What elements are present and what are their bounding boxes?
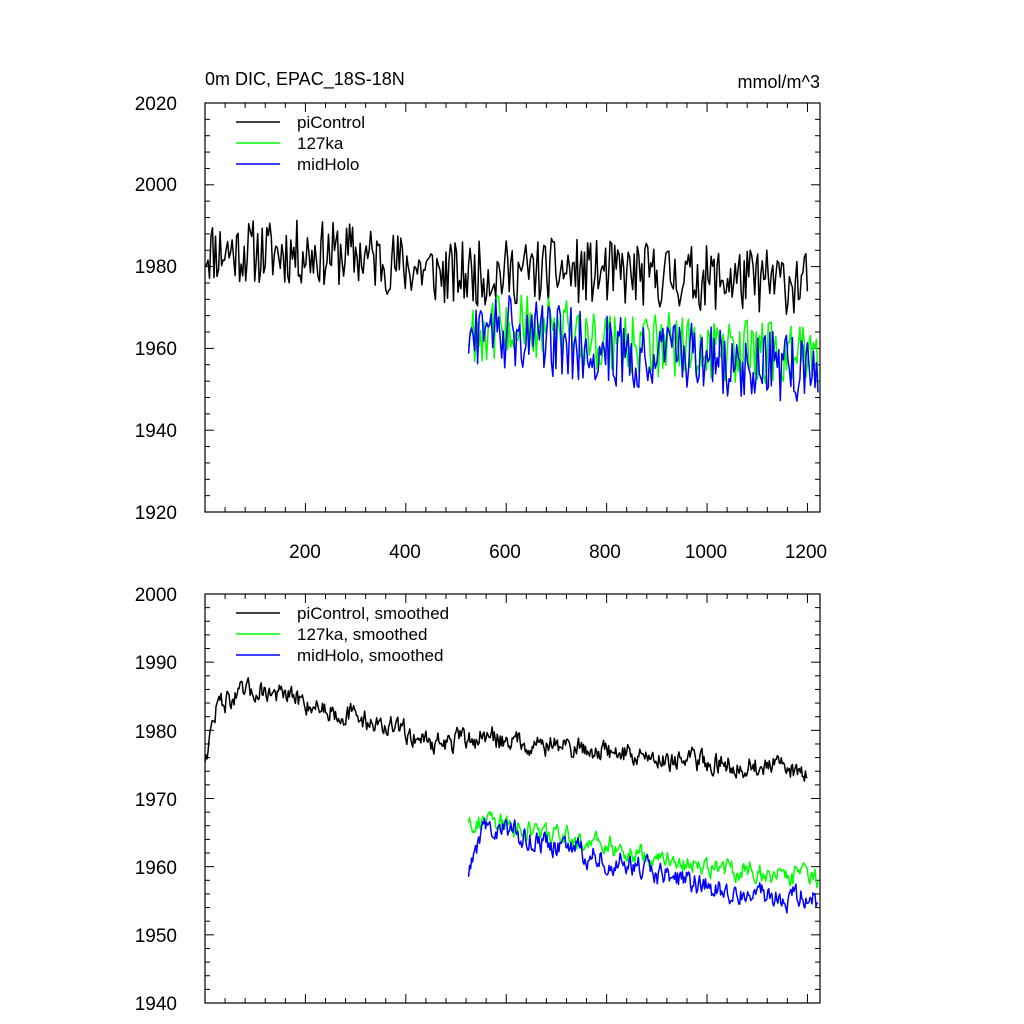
bottom-panel-ticks (205, 593, 820, 1004)
top-ytick-label: 2000 (135, 175, 177, 196)
legend-label-midholo-smoothed: midHolo, smoothed (297, 646, 443, 665)
top-ytick-label: 1920 (135, 503, 177, 524)
top-xtick-label: 400 (389, 542, 421, 563)
top-panel-frame (204, 102, 821, 513)
bottom-ytick-label: 2000 (135, 585, 177, 606)
legend-label-picontrol: piControl (297, 113, 365, 132)
top-panel: 0m DIC, EPAC_18S-18N mmol/m^3 1920 1940 … (135, 69, 827, 563)
top-legend: piControl 127ka midHolo (236, 113, 365, 174)
series-line-midholo-smoothed (467, 817, 819, 914)
legend-label-midholo: midHolo (297, 155, 359, 174)
bottom-ytick-label: 1990 (135, 653, 177, 674)
bottom-panel-series (204, 677, 819, 914)
top-xtick-label: 600 (489, 542, 521, 563)
legend-label-127ka: 127ka (297, 134, 344, 153)
bottom-ytick-label: 1950 (135, 926, 177, 947)
top-xtick-label: 1200 (785, 542, 827, 563)
bottom-ytick-label: 1970 (135, 790, 177, 811)
bottom-ytick-label: 1940 (135, 994, 177, 1015)
series-line-midholo (467, 295, 819, 402)
legend-label-127ka-smoothed: 127ka, smoothed (297, 625, 427, 644)
series-line-picontrol (204, 219, 809, 315)
bottom-ytick-label: 1960 (135, 858, 177, 879)
top-xtick-label: 800 (589, 542, 621, 563)
bottom-panel-frame (204, 593, 821, 1004)
top-xtick-label: 200 (289, 542, 321, 563)
top-ytick-label: 1960 (135, 339, 177, 360)
bottom-ytick-label: 1980 (135, 722, 177, 743)
series-line-127ka-smoothed (467, 810, 819, 889)
top-xtick-label: 1000 (685, 542, 727, 563)
bottom-panel: 1940 1950 1960 1970 1980 1990 2000 piCon… (135, 585, 821, 1015)
bottom-legend: piControl, smoothed 127ka, smoothed midH… (236, 604, 449, 665)
top-panel-units: mmol/m^3 (738, 72, 820, 92)
top-ytick-label: 1980 (135, 257, 177, 278)
legend-label-picontrol-smoothed: piControl, smoothed (297, 604, 449, 623)
top-ytick-label: 1940 (135, 421, 177, 442)
series-line-127ka (467, 294, 819, 386)
top-panel-title: 0m DIC, EPAC_18S-18N (205, 69, 405, 90)
series-line-picontrol-smoothed (204, 677, 808, 782)
top-panel-series (204, 219, 819, 402)
top-ytick-label: 2020 (135, 94, 177, 115)
